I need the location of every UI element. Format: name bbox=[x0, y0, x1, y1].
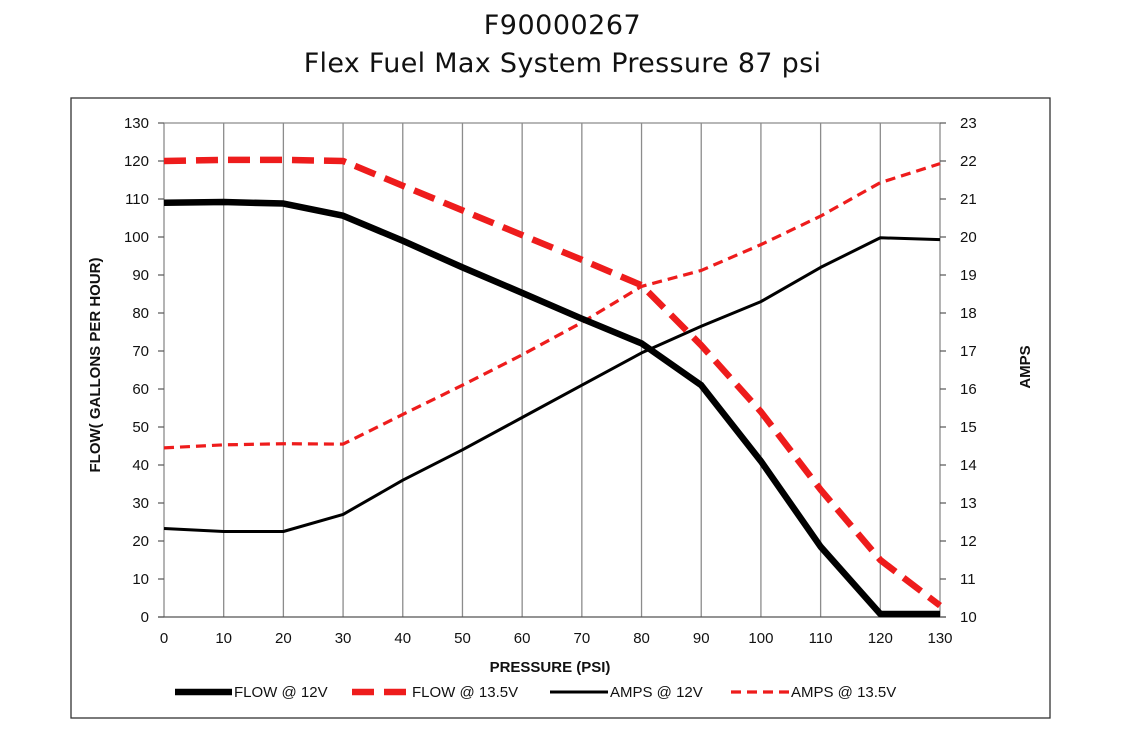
y2-tick-label: 17 bbox=[960, 343, 977, 360]
y-tick-label: 110 bbox=[125, 191, 149, 208]
series-line-amps-13-5v bbox=[163, 162, 941, 450]
legend: FLOW @ 12V FLOW @ 13.5V AMPS @ 12V AMPS @ 1… bbox=[175, 684, 896, 701]
legend-label: AMPS @ 13.5V bbox=[791, 684, 896, 701]
x-tick-label: 20 bbox=[275, 630, 292, 647]
legend-label: FLOW @ 13.5V bbox=[412, 684, 518, 701]
y-tick-label: 30 bbox=[132, 495, 149, 512]
x-tick-label: 130 bbox=[927, 630, 952, 647]
y2-tick-label: 20 bbox=[960, 229, 977, 246]
y-tick-label: 40 bbox=[132, 457, 149, 474]
chart-title: F90000267 bbox=[483, 10, 642, 41]
series-line-amps-12v bbox=[163, 236, 941, 533]
chart-frame bbox=[70, 97, 1051, 719]
y-tick-label: 120 bbox=[124, 153, 149, 170]
y-tick-label: 20 bbox=[132, 533, 149, 550]
x-axis-title: PRESSURE (PSI) bbox=[490, 659, 611, 676]
series-line-flow-13-5v bbox=[163, 156, 942, 609]
tick-labels: 0 10 20 30 40 50 60 70 80 90 100 110 120 130 0 10 20 30 40… bbox=[124, 115, 977, 647]
x-tick-label: 30 bbox=[335, 630, 352, 647]
x-tick-label: 100 bbox=[748, 630, 773, 647]
series-lines bbox=[163, 156, 942, 618]
grid-lines bbox=[158, 122, 946, 618]
x-tick-label: 120 bbox=[868, 630, 893, 647]
y2-tick-label: 13 bbox=[960, 495, 977, 512]
y2-axis-title: AMPS bbox=[1017, 345, 1034, 388]
y2-tick-label: 18 bbox=[960, 305, 977, 322]
y-tick-label: 100 bbox=[124, 229, 149, 246]
y-tick-label: 0 bbox=[141, 609, 149, 626]
x-tick-label: 70 bbox=[574, 630, 591, 647]
y-tick-label: 60 bbox=[132, 381, 149, 398]
y2-tick-label: 19 bbox=[960, 267, 977, 284]
legend-label: AMPS @ 12V bbox=[610, 684, 703, 701]
y2-tick-label: 15 bbox=[960, 419, 977, 436]
y-tick-label: 70 bbox=[132, 343, 149, 360]
x-tick-label: 40 bbox=[394, 630, 411, 647]
y-tick-label: 10 bbox=[132, 571, 149, 588]
x-tick-label: 0 bbox=[160, 630, 168, 647]
y-tick-label: 50 bbox=[132, 419, 149, 436]
x-tick-label: 80 bbox=[633, 630, 650, 647]
x-tick-label: 110 bbox=[809, 630, 833, 647]
x-tick-label: 90 bbox=[693, 630, 710, 647]
y-tick-label: 130 bbox=[124, 115, 149, 132]
y-axis-title: FLOW( GALLONS PER HOUR) bbox=[87, 258, 104, 473]
y2-tick-label: 12 bbox=[960, 533, 977, 550]
y2-tick-label: 21 bbox=[960, 191, 977, 208]
series-line-flow-12v bbox=[163, 198, 940, 618]
y2-tick-label: 10 bbox=[960, 609, 977, 626]
x-tick-label: 50 bbox=[454, 630, 471, 647]
y2-tick-label: 22 bbox=[960, 153, 977, 170]
legend-label: FLOW @ 12V bbox=[234, 684, 328, 701]
y2-tick-label: 16 bbox=[960, 381, 977, 398]
chart-subtitle: Flex Fuel Max System Pressure 87 psi bbox=[303, 48, 822, 79]
x-tick-label: 10 bbox=[215, 630, 232, 647]
y2-tick-label: 23 bbox=[960, 115, 977, 132]
y-tick-label: 80 bbox=[132, 305, 149, 322]
y2-tick-label: 14 bbox=[960, 457, 977, 474]
x-tick-label: 60 bbox=[514, 630, 531, 647]
y2-tick-label: 11 bbox=[960, 571, 976, 588]
y-tick-label: 90 bbox=[132, 267, 149, 284]
